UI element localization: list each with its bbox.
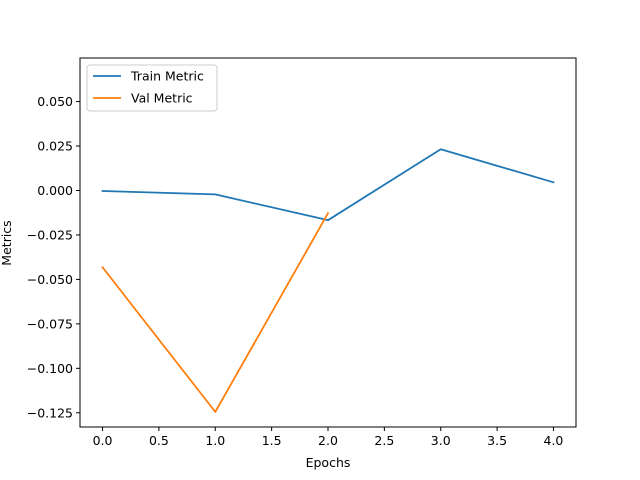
legend-label: Val Metric [131, 91, 193, 106]
y-tick-label: −0.050 [27, 272, 73, 287]
x-tick-label: 2.5 [374, 433, 394, 448]
legend: Train Metric Val Metric [86, 64, 218, 112]
y-tick-label: −0.075 [27, 316, 73, 331]
series-line-train-metric [101, 148, 555, 222]
x-tick-label: 2.0 [318, 433, 338, 448]
plot-area [79, 57, 577, 428]
series-line-val-metric [101, 212, 330, 413]
series-layer [101, 148, 555, 413]
x-tick-label: 3.0 [431, 433, 451, 448]
y-tick-label: 0.025 [37, 139, 73, 154]
y-tick-label: −0.100 [27, 361, 73, 376]
legend-label: Train Metric [130, 69, 204, 84]
x-axis: 0.0 0.5 1.0 1.5 2.0 2.5 3.0 3.5 4.0 [93, 427, 564, 448]
x-tick-label: 1.0 [205, 433, 225, 448]
y-tick-label: −0.025 [27, 227, 73, 242]
x-tick-label: 3.5 [487, 433, 507, 448]
axes-frame [79, 57, 577, 428]
y-tick-label: −0.125 [27, 405, 73, 420]
x-tick-label: 4.0 [544, 433, 564, 448]
y-tick-label: 0.000 [37, 183, 73, 198]
y-axis: −0.125 −0.100 −0.075 −0.050 −0.025 0.000 0.025… [27, 94, 80, 420]
x-tick-label: 1.5 [262, 433, 282, 448]
x-tick-label: 0.0 [93, 433, 113, 448]
y-axis-label: Metrics [0, 220, 14, 265]
x-axis-label: Epochs [306, 455, 351, 470]
y-tick-label: 0.050 [37, 94, 73, 109]
x-tick-label: 0.5 [149, 433, 169, 448]
